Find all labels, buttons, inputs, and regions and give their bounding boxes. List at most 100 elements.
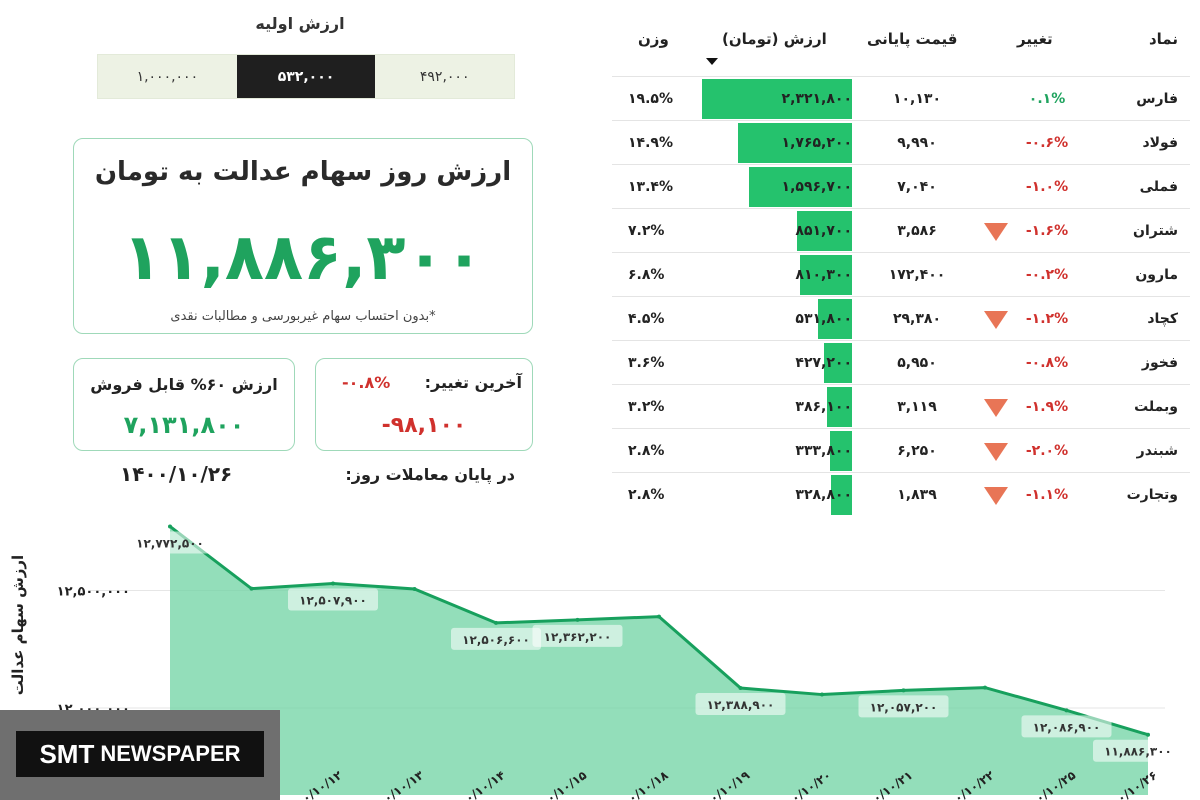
row-change: -۱.۲% <box>1025 311 1069 327</box>
last-change-card: آخرین تغییر: -۰.۸% -۹۸,۱۰۰ <box>315 358 533 451</box>
column-header-symbol[interactable]: نماد <box>1148 30 1178 48</box>
data-label: ۱۲,۷۷۲,۵۰۰ <box>125 531 215 554</box>
row-close-price: ۱,۸۳۹ <box>897 487 937 503</box>
chart-point <box>738 686 743 691</box>
chart-point <box>1146 732 1150 737</box>
row-change: -۰.۸% <box>1025 355 1069 371</box>
watermark-name: NEWSPAPER <box>100 741 241 766</box>
row-symbol: فخوز <box>1141 355 1178 371</box>
row-change: -۲.۰% <box>1025 443 1069 459</box>
row-symbol: فولاد <box>1142 135 1178 151</box>
last-change-label: آخرین تغییر: <box>424 373 522 392</box>
data-label-text: ۱۲,۷۷۲,۵۰۰ <box>136 536 204 550</box>
row-value: ۳۲۸,۸۰۰ <box>795 487 852 503</box>
row-change: ۰.۱% <box>1028 91 1066 107</box>
row-close-price: ۱۰,۱۳۰ <box>892 91 942 107</box>
row-value: ۸۵۱,۷۰۰ <box>795 223 852 239</box>
data-label-box <box>695 693 786 716</box>
data-label: ۱۲,۳۶۲,۲۰۰ <box>532 624 623 647</box>
data-label: ۱۲,۰۵۷,۲۰۰ <box>858 695 949 718</box>
table-row[interactable]: وبملت -۱.۹% ۳,۱۱۹ ۳۸۶,۱۰۰ ۳.۲% <box>612 384 1190 429</box>
data-label-box <box>125 531 215 554</box>
initial-value-option-532000[interactable]: ۵۳۲,۰۰۰ <box>236 55 376 98</box>
row-value-bar <box>748 167 852 207</box>
chart-point <box>494 620 498 625</box>
sellable-value-title: ارزش ۶۰% قابل فروش <box>90 375 278 394</box>
portfolio-value-note: *بدون احتساب سهام غیربورسی و مطالبات نقد… <box>170 309 436 324</box>
sort-descending-icon[interactable] <box>706 58 718 65</box>
row-value-bar <box>737 123 852 163</box>
data-label: ۱۲,۵۰۷,۹۰۰ <box>288 588 378 611</box>
data-label-box <box>451 627 541 650</box>
initial-value-option-1000000[interactable]: ۱,۰۰۰,۰۰۰ <box>98 55 237 98</box>
chart-point <box>249 586 254 591</box>
down-triangle-icon <box>984 223 1008 241</box>
down-triangle-icon <box>984 487 1008 505</box>
data-label-text: ۱۱,۸۸۶,۳۰۰ <box>1104 745 1172 759</box>
row-change: -۱.۹% <box>1025 399 1069 415</box>
row-value: ۳۸۶,۱۰۰ <box>795 399 852 415</box>
table-row[interactable]: شتران -۱.۶% ۳,۵۸۶ ۸۵۱,۷۰۰ ۷.۲% <box>612 208 1190 253</box>
chart-point <box>331 581 335 586</box>
down-triangle-icon <box>984 399 1008 417</box>
column-header-value[interactable]: ارزش (تومان) <box>722 30 827 48</box>
row-value: ۱,۵۹۶,۷۰۰ <box>781 179 852 195</box>
chart-point <box>901 688 906 693</box>
row-value-bar <box>830 431 852 471</box>
watermark-brand: SMT <box>39 738 95 769</box>
data-label: ۱۲,۰۸۶,۹۰۰ <box>1021 715 1112 738</box>
initial-value-option-492000[interactable]: ۴۹۲,۰۰۰ <box>375 55 515 98</box>
column-header-change[interactable]: تغییر <box>1017 30 1053 48</box>
row-change: -۱.۶% <box>1025 223 1069 239</box>
table-row[interactable]: فملی -۱.۰% ۷,۰۴۰ ۱,۵۹۶,۷۰۰ ۱۳.۴% <box>612 164 1190 209</box>
row-change: -۰.۶% <box>1025 135 1069 151</box>
initial-value-selector: ۱,۰۰۰,۰۰۰ ۵۳۲,۰۰۰ ۴۹۲,۰۰۰ <box>97 54 515 99</box>
trade-date-value: ۱۴۰۰/۱۰/۲۶ <box>120 462 233 486</box>
table-row[interactable]: مارون -۰.۲% ۱۷۲,۴۰۰ ۸۱۰,۳۰۰ ۶.۸% <box>612 252 1190 297</box>
row-change: -۱.۰% <box>1025 179 1069 195</box>
column-header-weight[interactable]: وزن <box>638 30 669 48</box>
row-weight: ۳.۲% <box>628 399 665 415</box>
table-row[interactable]: فخوز -۰.۸% ۵,۹۵۰ ۴۲۷,۲۰۰ ۳.۶% <box>612 340 1190 385</box>
row-symbol: فارس <box>1136 91 1178 107</box>
table-row[interactable]: شبندر -۲.۰% ۶,۲۵۰ ۳۳۳,۸۰۰ ۲.۸% <box>612 428 1190 473</box>
down-triangle-icon <box>984 311 1008 329</box>
row-symbol: شبندر <box>1136 443 1178 459</box>
column-header-close-price[interactable]: قیمت پایانی <box>867 30 958 48</box>
row-change: -۱.۱% <box>1025 487 1069 503</box>
row-close-price: ۶,۲۵۰ <box>897 443 937 459</box>
data-label-text: ۱۲,۳۸۸,۹۰۰ <box>707 698 775 712</box>
chart-point <box>1064 708 1069 713</box>
data-label-text: ۱۲,۵۰۷,۹۰۰ <box>299 593 367 607</box>
row-weight: ۱۳.۴% <box>628 179 673 195</box>
table-row[interactable]: وتجارت -۱.۱% ۱,۸۳۹ ۳۲۸,۸۰۰ ۲.۸% <box>612 472 1190 517</box>
table-row[interactable]: فولاد -۰.۶% ۹,۹۹۰ ۱,۷۶۵,۲۰۰ ۱۴.۹% <box>612 120 1190 165</box>
row-symbol: شتران <box>1133 223 1178 239</box>
table-row[interactable]: کچاد -۱.۲% ۲۹,۳۸۰ ۵۳۱,۸۰۰ ۴.۵% <box>612 296 1190 341</box>
row-close-price: ۳,۵۸۶ <box>897 223 937 239</box>
last-change-amount: -۹۸,۱۰۰ <box>381 413 467 438</box>
row-weight: ۶.۸% <box>628 267 665 283</box>
data-label-box <box>1021 715 1112 738</box>
portfolio-value-title: ارزش روز سهام عدالت به تومان <box>94 157 512 187</box>
row-value: ۳۳۳,۸۰۰ <box>795 443 852 459</box>
data-label-text: ۱۲,۰۵۷,۲۰۰ <box>870 700 938 714</box>
row-symbol: فملی <box>1139 179 1178 195</box>
data-label-text: ۱۲,۵۰۶,۶۰۰ <box>462 633 530 647</box>
row-close-price: ۹,۹۹۰ <box>897 135 937 151</box>
trade-date-label: در پایان معاملات روز: <box>345 465 515 484</box>
table-row[interactable]: فارس ۰.۱% ۱۰,۱۳۰ ۲,۳۲۱,۸۰۰ ۱۹.۵% <box>612 76 1190 121</box>
data-label: ۱۲,۳۸۸,۹۰۰ <box>695 693 786 716</box>
row-weight: ۲.۸% <box>628 487 665 503</box>
row-value: ۸۱۰,۳۰۰ <box>795 267 852 283</box>
row-value: ۱,۷۶۵,۲۰۰ <box>781 135 852 151</box>
row-change: -۰.۲% <box>1025 267 1069 283</box>
row-close-price: ۵,۹۵۰ <box>897 355 937 371</box>
chart-point <box>575 617 580 622</box>
row-weight: ۳.۶% <box>628 355 665 371</box>
sellable-value: ۷,۱۳۱,۸۰۰ <box>123 411 245 439</box>
data-label-box <box>1093 739 1183 762</box>
sellable-value-card: ارزش ۶۰% قابل فروش ۷,۱۳۱,۸۰۰ <box>73 358 295 451</box>
row-value-bar <box>702 79 852 119</box>
chart-point <box>983 685 987 690</box>
